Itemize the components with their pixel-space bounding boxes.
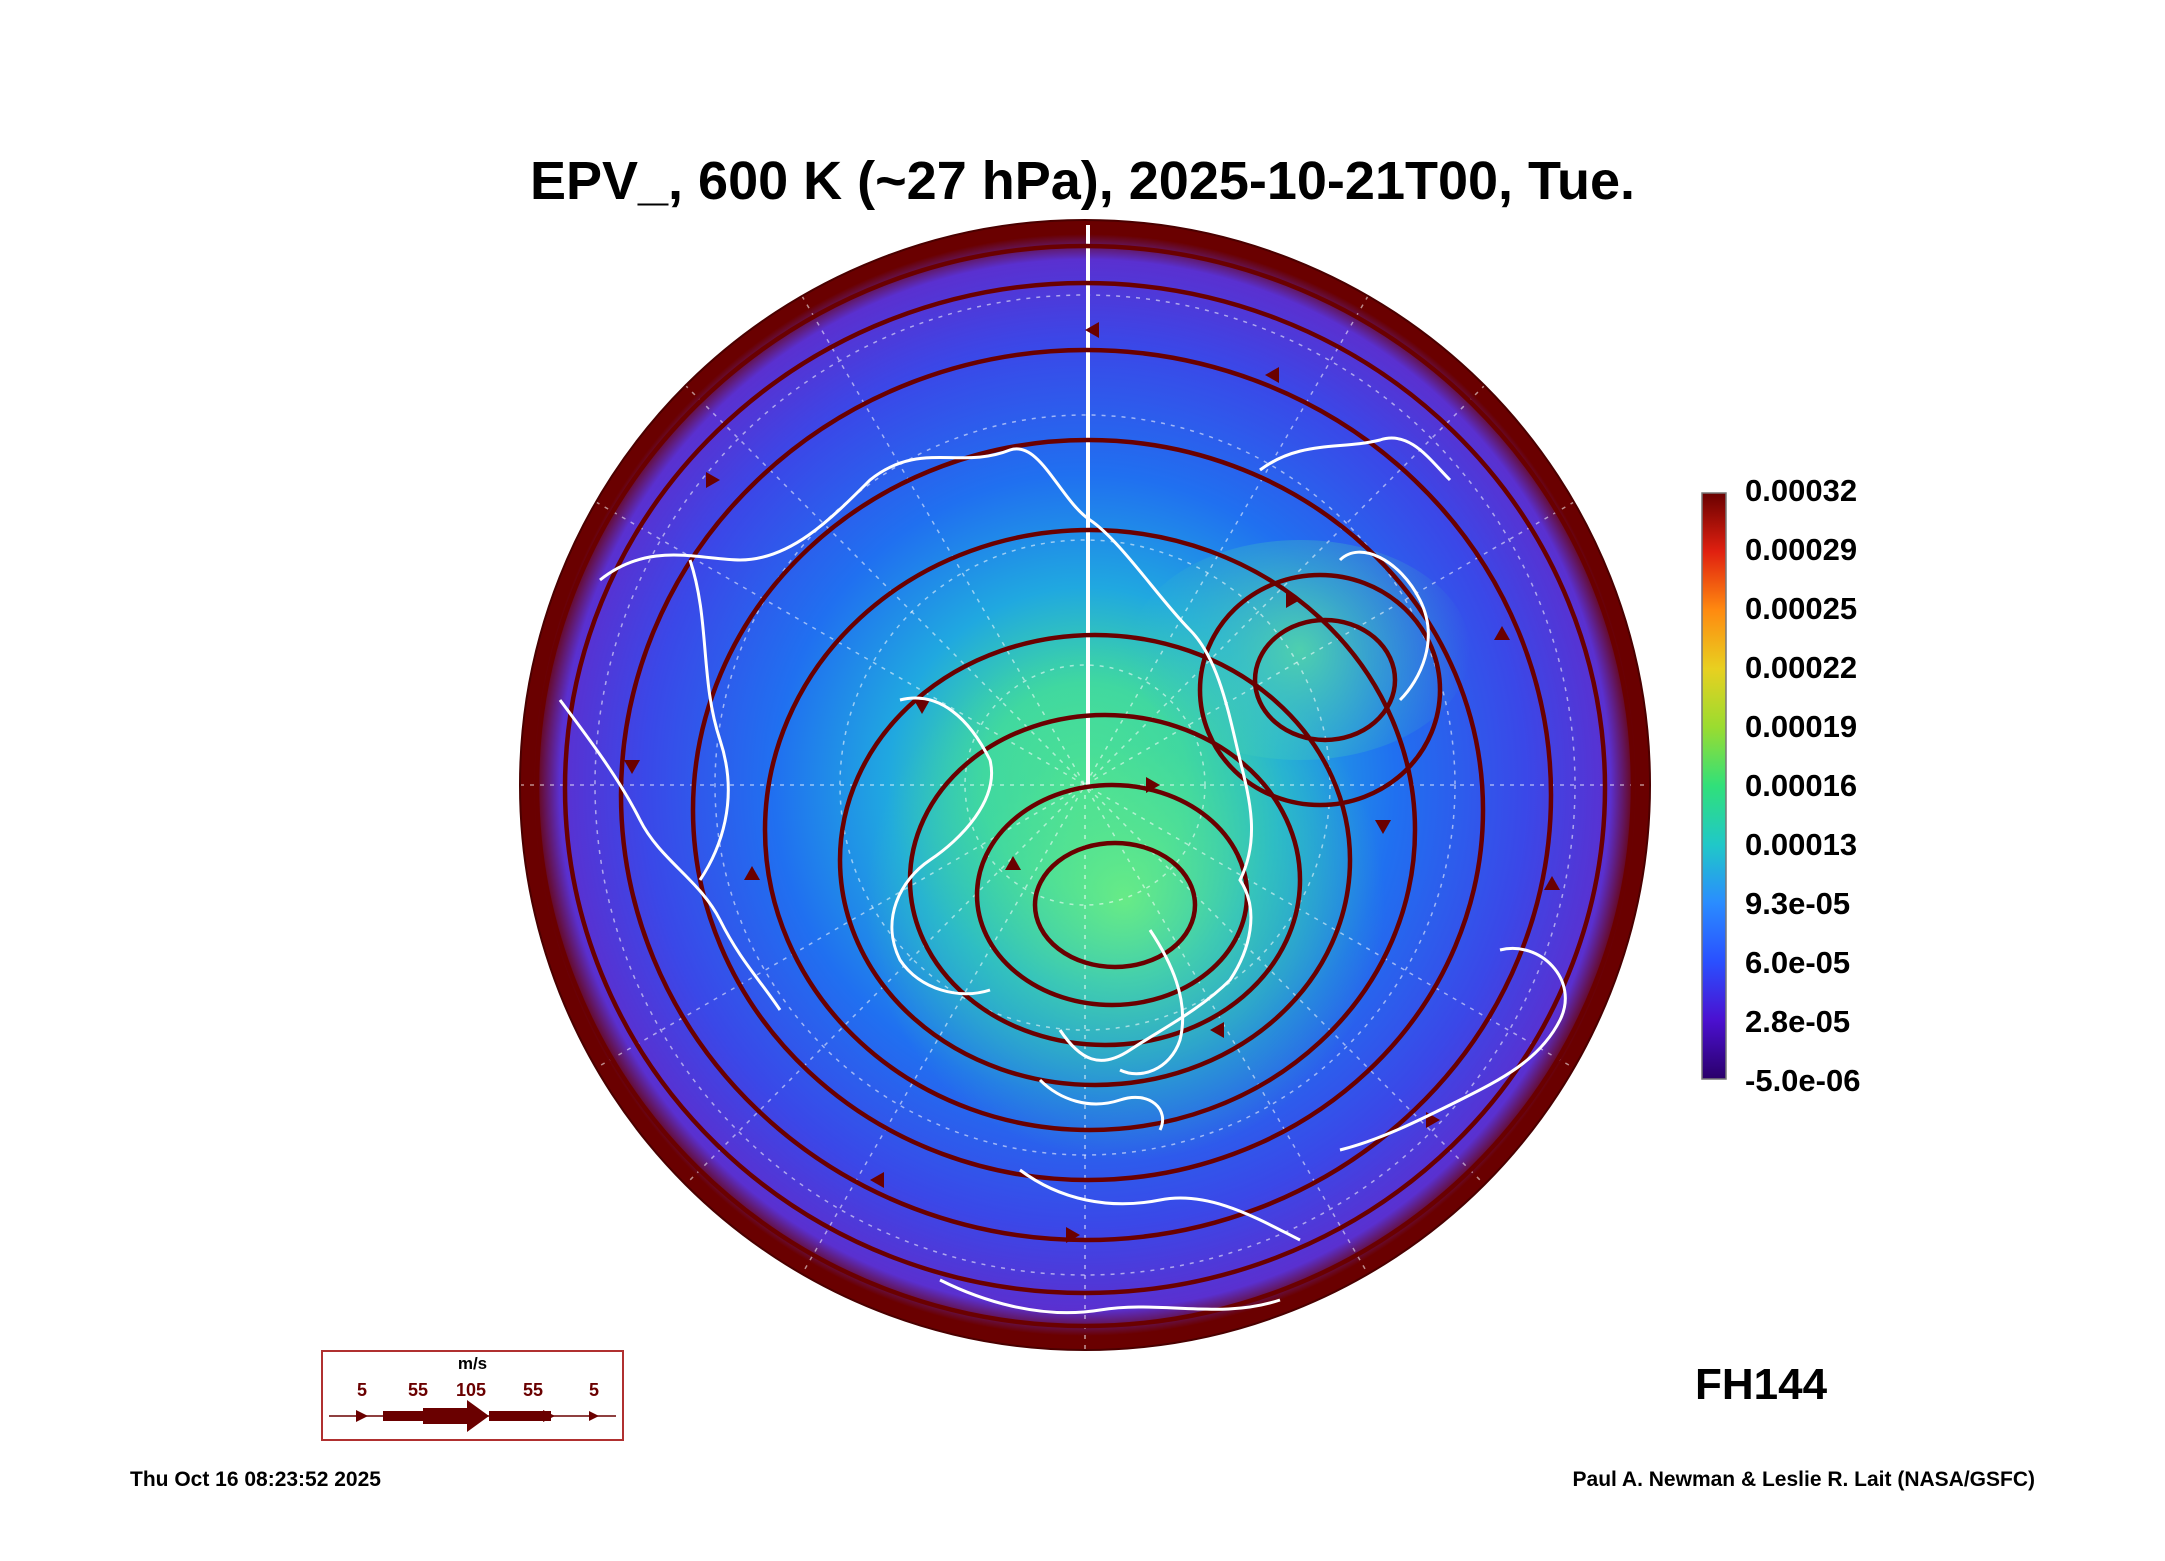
legend-arrow — [329, 1400, 616, 1432]
colorbar-label: 9.3e-05 — [1745, 886, 1851, 921]
map-title: EPV_, 600 K (~27 hPa), 2025-10-21T00, Tu… — [529, 151, 1636, 211]
forecast-hour-label: FH144 — [1695, 1360, 1828, 1409]
colorbar-label: 0.00029 — [1745, 532, 1858, 567]
streamline-arrows — [624, 322, 1560, 1243]
legend-tick: 5 — [589, 1380, 600, 1400]
colorbar-label: 0.00013 — [1745, 827, 1858, 862]
colorbar-label: 0.00025 — [1745, 591, 1858, 626]
coastlines — [558, 436, 1567, 1315]
map-border — [519, 219, 1651, 1351]
legend-tick: 105 — [456, 1380, 487, 1400]
legend-tick: 55 — [523, 1380, 544, 1400]
legend-unit: m/s — [457, 1354, 488, 1373]
polar-vortex-core — [865, 640, 1385, 1160]
colorbar-label: 0.00022 — [1745, 650, 1858, 685]
credit-line: Paul A. Newman & Leslie R. Lait (NASA/GS… — [1572, 1468, 2035, 1491]
legend-tick: 5 — [357, 1380, 368, 1400]
colorbar-label: 0.00019 — [1745, 709, 1858, 744]
colorbar-label: 6.0e-05 — [1745, 945, 1851, 980]
colorbar-label: 0.00032 — [1745, 473, 1858, 508]
colorbar-label: 2.8e-05 — [1745, 1004, 1851, 1039]
colorbar — [1701, 492, 1727, 1080]
colorbar-label: 0.00016 — [1745, 768, 1858, 803]
wind-speed-legend: m/s 5 55 105 55 5 — [321, 1350, 624, 1441]
wind-streamlines — [534, 243, 1636, 1329]
legend-tick: 55 — [408, 1380, 429, 1400]
colorbar-label: -5.0e-06 — [1745, 1063, 1861, 1098]
generation-timestamp: Thu Oct 16 08:23:52 2025 — [130, 1468, 381, 1491]
